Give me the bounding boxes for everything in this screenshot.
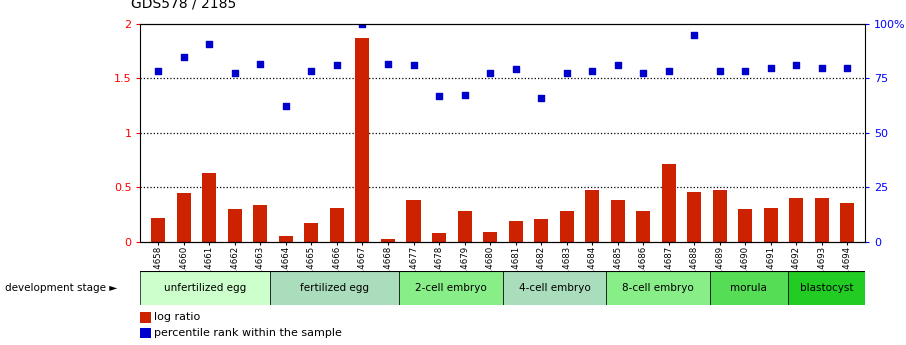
- Point: [483, 70, 497, 76]
- Bar: [787, 271, 865, 305]
- Text: fertilized egg: fertilized egg: [300, 283, 369, 293]
- Bar: [636, 211, 651, 241]
- Bar: [841, 204, 854, 241]
- Bar: [710, 271, 787, 305]
- Point: [330, 63, 344, 68]
- Point: [381, 62, 395, 67]
- Bar: [560, 211, 573, 241]
- Bar: [508, 221, 523, 242]
- Point: [406, 63, 420, 68]
- Text: 4-cell embryo: 4-cell embryo: [519, 283, 591, 293]
- Bar: [381, 239, 395, 241]
- Bar: [738, 209, 752, 242]
- Text: blastocyst: blastocyst: [800, 283, 853, 293]
- Bar: [814, 198, 829, 241]
- Point: [355, 21, 370, 27]
- Text: morula: morula: [730, 283, 767, 293]
- Point: [508, 66, 523, 71]
- Text: GDS578 / 2185: GDS578 / 2185: [131, 0, 236, 10]
- Bar: [202, 173, 217, 242]
- Point: [227, 70, 242, 76]
- Bar: [585, 190, 599, 242]
- Point: [202, 41, 217, 47]
- Point: [611, 63, 625, 68]
- Point: [534, 95, 548, 101]
- Bar: [611, 200, 625, 242]
- Bar: [458, 211, 471, 241]
- Point: [585, 68, 600, 73]
- Bar: [483, 232, 497, 241]
- Text: unfertilized egg: unfertilized egg: [164, 283, 246, 293]
- Bar: [606, 271, 710, 305]
- Point: [253, 62, 267, 67]
- Point: [789, 63, 804, 68]
- Bar: [400, 271, 503, 305]
- Point: [279, 103, 294, 108]
- Bar: [432, 233, 446, 242]
- Point: [687, 32, 701, 38]
- Bar: [254, 205, 267, 241]
- Point: [661, 68, 676, 73]
- Text: percentile rank within the sample: percentile rank within the sample: [154, 328, 342, 338]
- Bar: [151, 218, 165, 241]
- Bar: [330, 208, 344, 242]
- Text: log ratio: log ratio: [154, 313, 200, 322]
- Bar: [789, 198, 804, 241]
- Point: [432, 93, 447, 99]
- Point: [177, 54, 191, 59]
- Point: [764, 65, 778, 70]
- Bar: [764, 208, 778, 242]
- Point: [458, 92, 472, 98]
- Bar: [713, 190, 727, 242]
- Bar: [227, 209, 242, 242]
- Bar: [270, 271, 400, 305]
- Point: [712, 68, 727, 73]
- Point: [559, 70, 573, 76]
- Bar: [407, 200, 420, 242]
- Bar: [279, 236, 293, 241]
- Bar: [355, 38, 370, 242]
- Point: [738, 68, 753, 73]
- Point: [840, 65, 854, 70]
- Bar: [177, 193, 191, 242]
- Text: 8-cell embryo: 8-cell embryo: [622, 283, 694, 293]
- Point: [636, 70, 651, 76]
- Point: [151, 68, 166, 73]
- Bar: [535, 219, 548, 241]
- Bar: [503, 271, 606, 305]
- Bar: [140, 271, 270, 305]
- Point: [814, 65, 829, 70]
- Text: development stage ►: development stage ►: [5, 283, 117, 293]
- Bar: [688, 191, 701, 242]
- Bar: [661, 164, 676, 242]
- Point: [304, 68, 319, 73]
- Text: 2-cell embryo: 2-cell embryo: [415, 283, 487, 293]
- Bar: [304, 223, 318, 241]
